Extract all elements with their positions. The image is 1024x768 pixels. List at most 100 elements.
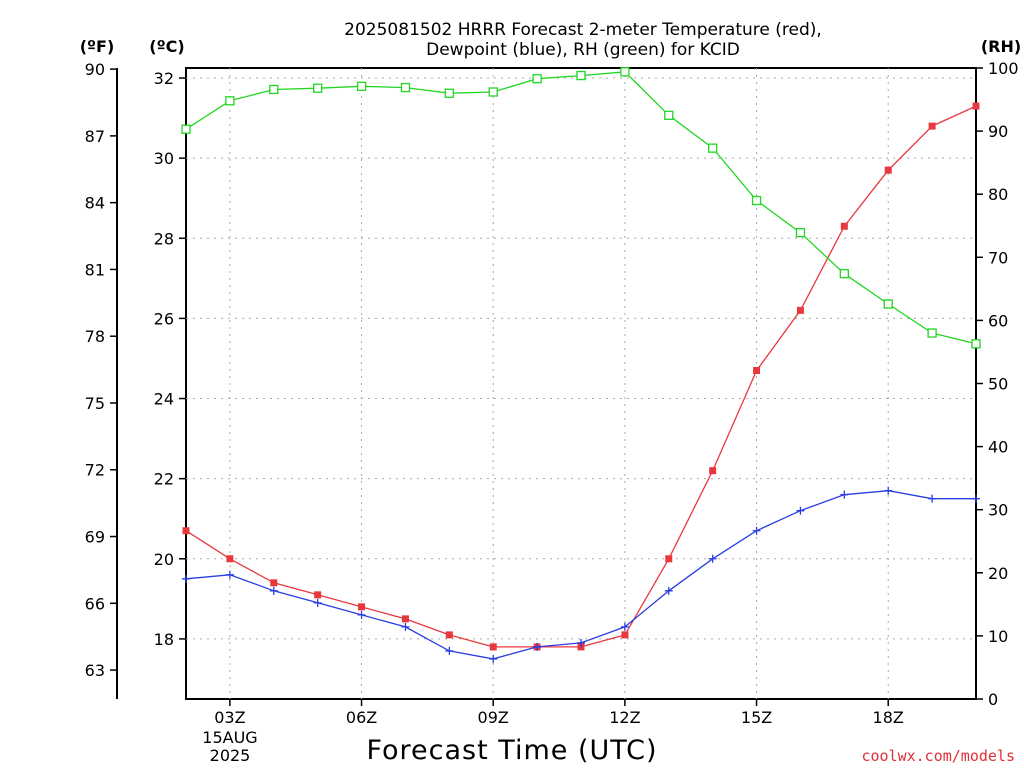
time-tick-label: 06Z [346, 708, 377, 727]
rh-tick-label: 20 [988, 564, 1008, 583]
rh-point [927, 328, 937, 338]
rh-point [883, 299, 893, 309]
rh-point [664, 110, 674, 120]
celsius-tick-label: 18 [154, 630, 174, 649]
fahrenheit-tick-label: 72 [85, 461, 105, 480]
dewpoint-point [182, 574, 190, 583]
dewpoint-point [664, 586, 673, 595]
credit-text: coolwx.com/models [861, 747, 1015, 765]
dewpoint-point [533, 642, 542, 651]
temperature-point [577, 643, 585, 651]
rh-point [708, 143, 718, 153]
temperature-point [226, 555, 234, 563]
rh-point [313, 83, 323, 93]
rh-point [225, 96, 235, 106]
dewpoint-point [313, 598, 322, 607]
rh-tick-label: 60 [988, 311, 1008, 330]
dewpoint-point [357, 610, 366, 619]
rh-point [400, 82, 411, 93]
fahrenheit-axis: 63 66 69 72 75 78 81 84 87 90 [85, 60, 117, 680]
time-tick-label: 12Z [609, 708, 640, 727]
rh-axis: 0 10 20 30 40 50 60 70 80 90 100 [976, 59, 1019, 709]
dewpoint-point [884, 486, 893, 495]
chart-title-line1: 2025081502 HRRR Forecast 2-meter Tempera… [344, 20, 822, 40]
fahrenheit-tick-label: 69 [85, 528, 105, 547]
rh-tick-label: 100 [988, 59, 1019, 78]
series-layer [181, 67, 981, 663]
temperature-line [185, 105, 977, 648]
dewpoint-line [185, 490, 976, 660]
x-axis-title: Forecast Time (UTC) [366, 735, 657, 766]
temperature-point [358, 603, 366, 611]
temperature-point [753, 366, 761, 374]
rh-point [576, 70, 586, 81]
dewpoint-point [577, 638, 585, 647]
dewpoint-point [269, 586, 278, 595]
dewpoint-point [752, 526, 761, 535]
temperature-point [314, 591, 322, 599]
fahrenheit-unit-label: (ºF) [80, 37, 115, 56]
time-axis: 03Z 06Z 09Z 12Z 15Z 18Z [214, 699, 904, 727]
rh-tick-label: 90 [988, 122, 1008, 141]
time-tick-label: 09Z [478, 708, 509, 727]
dewpoint-point [708, 554, 717, 563]
fahrenheit-tick-label: 63 [85, 661, 105, 680]
celsius-axis: 18 20 22 24 26 28 30 32 [154, 69, 186, 649]
celsius-tick-label: 32 [154, 69, 174, 88]
plot-area [185, 67, 977, 700]
temperature-point [489, 643, 497, 651]
temperature-point [621, 631, 629, 639]
time-tick-label: 03Z [214, 708, 245, 727]
rh-tick-label: 0 [988, 690, 998, 709]
date-label-day: 15AUG [202, 728, 257, 747]
rh-point [269, 84, 279, 95]
chart-title-line2: Dewpoint (blue), RH (green) for KCID [426, 40, 740, 60]
rh-point [795, 228, 806, 238]
rh-tick-label: 50 [988, 375, 1008, 394]
rh-point [839, 269, 849, 279]
celsius-tick-label: 30 [154, 149, 174, 168]
temperature-point [884, 166, 892, 174]
temperature-point [445, 631, 453, 639]
rh-point [181, 124, 191, 134]
dewpoint-point [928, 494, 937, 503]
time-tick-label: 18Z [873, 708, 904, 727]
fahrenheit-tick-label: 81 [85, 260, 105, 279]
rh-point [444, 88, 454, 98]
celsius-tick-label: 26 [154, 309, 174, 328]
rh-point [971, 339, 981, 349]
temperature-point [270, 579, 278, 587]
temperature-point [840, 222, 848, 230]
rh-tick-label: 30 [988, 501, 1008, 520]
dewpoint-point [972, 494, 980, 503]
dewpoint-point [620, 622, 629, 631]
fahrenheit-tick-label: 75 [85, 394, 105, 413]
rh-point [488, 87, 498, 97]
rh-point [620, 67, 630, 77]
rh-tick-label: 70 [988, 248, 1008, 267]
dewpoint-point [796, 506, 805, 515]
dewpoint-point [840, 490, 849, 499]
temperature-point [665, 555, 673, 563]
celsius-tick-label: 20 [154, 550, 174, 569]
dewpoint-point [225, 570, 234, 579]
rh-unit-label: (RH) [981, 37, 1021, 56]
fahrenheit-tick-label: 84 [85, 194, 105, 213]
celsius-unit-label: (ºC) [149, 37, 184, 56]
dewpoint-point [489, 654, 498, 663]
fahrenheit-tick-label: 78 [85, 327, 105, 346]
date-label-year: 2025 [210, 746, 251, 765]
temperature-point [709, 467, 717, 475]
celsius-tick-label: 28 [154, 229, 174, 248]
rh-tick-label: 40 [988, 438, 1008, 457]
rh-point [356, 81, 367, 91]
celsius-tick-label: 22 [154, 470, 174, 489]
fahrenheit-tick-label: 66 [85, 594, 105, 613]
fahrenheit-tick-label: 87 [85, 127, 105, 146]
temperature-point [796, 306, 804, 314]
grid [186, 68, 976, 699]
rh-tick-label: 80 [988, 185, 1008, 204]
dewpoint-point [445, 646, 454, 655]
rh-point [751, 195, 762, 206]
